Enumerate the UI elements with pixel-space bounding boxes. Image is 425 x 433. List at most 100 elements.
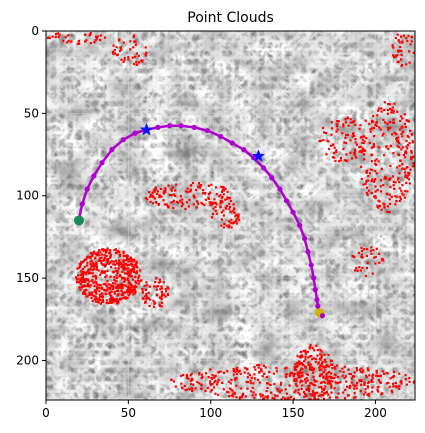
point-cloud-point <box>408 142 411 145</box>
trajectory-point <box>178 123 184 129</box>
point-cloud-point <box>113 298 116 301</box>
point-cloud-point <box>135 281 138 284</box>
point-cloud-point <box>122 296 125 299</box>
point-cloud-point <box>367 174 370 178</box>
point-cloud-point <box>317 398 320 400</box>
trajectory-point <box>308 262 314 268</box>
point-cloud-point <box>127 282 130 285</box>
point-cloud-point <box>286 397 289 400</box>
point-cloud-point <box>282 396 285 399</box>
point-cloud-point <box>347 394 350 397</box>
point-cloud-point <box>116 287 119 290</box>
point-cloud-point <box>139 269 142 272</box>
point-cloud-point <box>91 291 94 294</box>
point-cloud-point <box>366 193 369 196</box>
point-cloud-point <box>405 119 408 122</box>
trajectory-point <box>305 249 311 255</box>
point-cloud-point <box>304 395 307 398</box>
point-cloud-point <box>83 290 86 293</box>
point-cloud-point <box>85 288 88 291</box>
point-cloud-point <box>84 278 88 281</box>
point-cloud-point <box>110 260 113 263</box>
point-cloud-point <box>319 348 322 351</box>
point-cloud-point <box>120 48 123 51</box>
point-cloud-point <box>312 371 315 374</box>
point-cloud-point <box>411 141 414 144</box>
point-cloud-point <box>355 266 358 270</box>
marker-layer <box>73 122 326 319</box>
point-cloud-point <box>330 363 333 366</box>
point-cloud-point <box>214 201 217 204</box>
point-cloud-point <box>80 270 83 273</box>
point-cloud-point <box>329 382 332 385</box>
point-cloud-point <box>193 196 196 199</box>
point-cloud-point <box>323 391 326 395</box>
point-cloud-point <box>348 372 351 375</box>
point-cloud-point <box>131 278 135 281</box>
point-cloud-point <box>389 126 392 129</box>
point-cloud-point <box>401 41 404 44</box>
point-cloud-point <box>233 392 236 395</box>
point-cloud-point <box>106 269 109 272</box>
point-cloud-point <box>200 201 203 205</box>
point-cloud-point <box>117 289 120 292</box>
point-cloud-point <box>127 274 130 277</box>
point-cloud-point <box>83 265 86 268</box>
point-cloud-point <box>164 287 167 291</box>
point-cloud-point <box>320 356 323 359</box>
point-cloud-point <box>394 36 397 40</box>
point-cloud-point <box>337 392 340 395</box>
point-cloud-point <box>130 286 133 289</box>
point-cloud-point <box>371 390 374 393</box>
point-cloud-point <box>300 354 304 357</box>
point-cloud-point <box>391 44 394 47</box>
point-cloud-point <box>308 384 311 387</box>
point-cloud-point <box>197 202 200 205</box>
point-cloud-point <box>388 193 391 196</box>
point-cloud-point <box>187 377 190 380</box>
point-cloud-point <box>132 265 135 268</box>
point-cloud-point <box>342 370 345 374</box>
point-cloud-point <box>184 207 187 211</box>
point-cloud-point <box>231 395 235 398</box>
point-cloud-point <box>344 141 348 145</box>
point-cloud-point <box>253 396 256 399</box>
point-cloud-point <box>94 277 98 280</box>
point-cloud-point <box>402 34 405 37</box>
point-cloud-point <box>207 196 210 199</box>
point-cloud-point <box>95 261 98 264</box>
point-cloud-point <box>296 373 299 376</box>
point-cloud-point <box>225 390 229 394</box>
point-cloud-point <box>358 127 361 130</box>
point-cloud-point <box>152 299 155 302</box>
point-cloud-point <box>369 168 372 171</box>
point-cloud-point <box>392 385 395 388</box>
point-cloud-point <box>92 275 95 278</box>
point-cloud-point <box>116 271 119 275</box>
point-cloud-point <box>401 40 404 43</box>
point-cloud-point <box>333 146 336 149</box>
point-cloud-point <box>374 195 377 198</box>
point-cloud-point <box>316 354 319 357</box>
point-cloud-point <box>212 207 215 210</box>
point-cloud-point <box>369 249 373 252</box>
point-cloud-point <box>331 366 334 370</box>
point-cloud-point <box>144 197 148 200</box>
point-cloud-point <box>224 187 227 191</box>
point-cloud-point <box>180 201 183 204</box>
point-cloud-point <box>367 381 370 384</box>
point-cloud-point <box>353 153 356 156</box>
point-cloud-point <box>217 378 220 382</box>
point-cloud-point <box>237 214 240 217</box>
point-cloud-point <box>225 224 228 227</box>
point-cloud-point <box>314 357 318 360</box>
point-cloud-point <box>120 290 123 293</box>
point-cloud-point <box>132 46 135 49</box>
point-cloud-point <box>376 114 379 117</box>
point-cloud-point <box>109 261 112 264</box>
point-cloud-point <box>276 387 279 391</box>
point-cloud-point <box>244 366 247 370</box>
point-cloud-point <box>336 396 339 399</box>
point-cloud-point <box>319 139 323 143</box>
y-tick-label: 150 <box>16 271 39 285</box>
